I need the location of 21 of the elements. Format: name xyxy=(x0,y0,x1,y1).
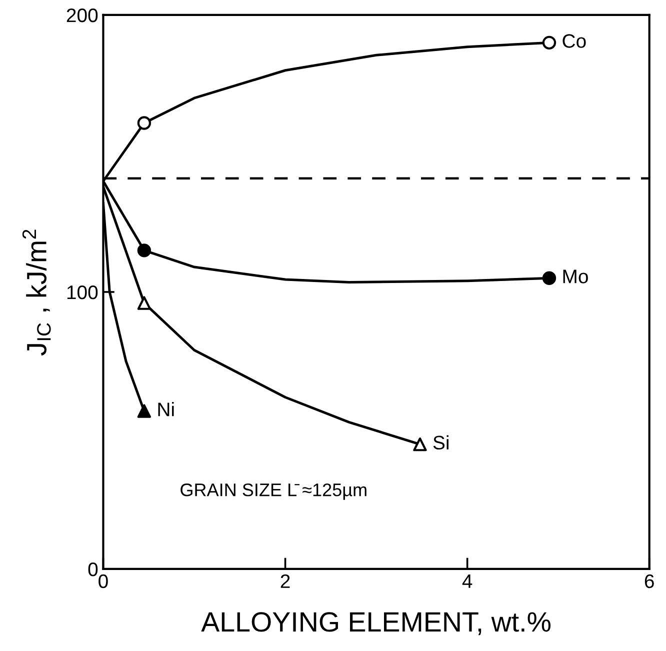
point xyxy=(542,36,556,50)
x-axis-title: ALLOYING ELEMENT, wt.% xyxy=(201,612,551,636)
point xyxy=(137,244,152,258)
series-label: Ni xyxy=(158,402,174,416)
series-label: Si xyxy=(433,435,448,450)
x-tick-label: 6 xyxy=(644,574,654,588)
series-label: Co xyxy=(562,34,586,48)
series-label: Mo xyxy=(563,270,588,284)
point xyxy=(542,271,556,285)
x-tick-label: 2 xyxy=(280,574,290,588)
y-tick-label: 0 xyxy=(88,562,98,576)
y-tick-label: 200 xyxy=(66,8,98,22)
y-tick-label: 100 xyxy=(67,285,98,300)
point xyxy=(137,404,152,418)
x-tick-label: 0 xyxy=(98,574,108,588)
point xyxy=(137,296,152,310)
point xyxy=(413,437,427,452)
y-axis-title: J$_{IC}$ , kJ/m$^{2}$ xyxy=(22,230,51,356)
point xyxy=(137,116,152,130)
annotation: GRAIN SIZE L̄ ≈125µm xyxy=(180,483,366,500)
x-tick-label: 4 xyxy=(462,574,472,588)
